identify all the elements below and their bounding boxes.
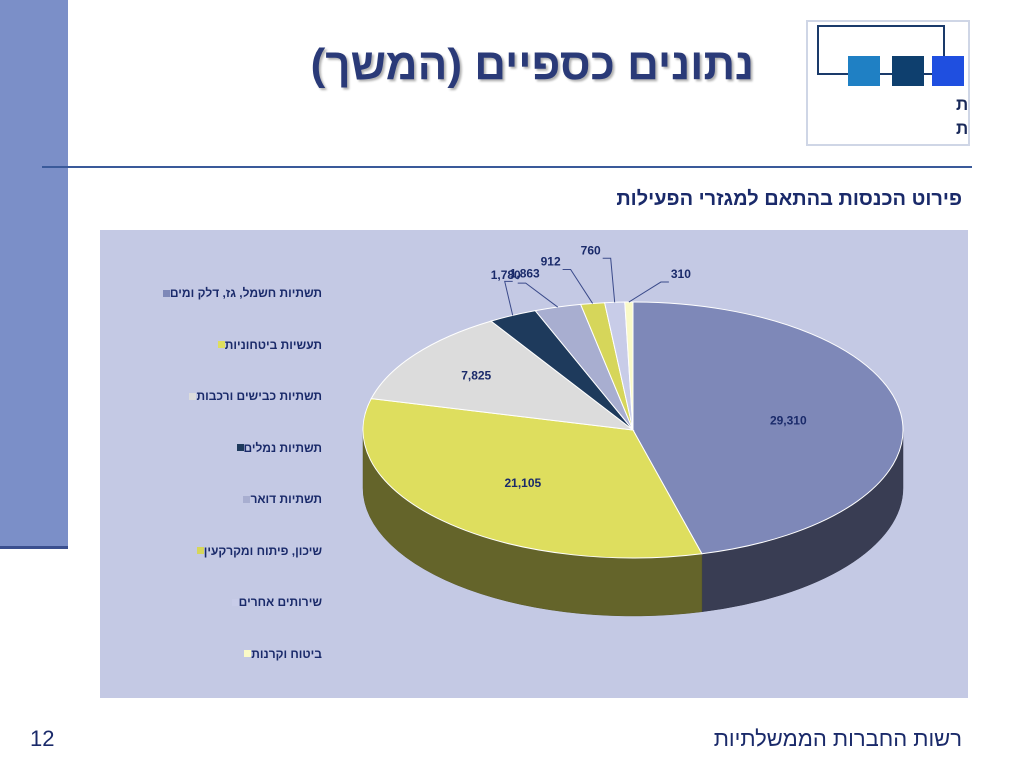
organization-logo: רשות החברות הממשלתיות — [806, 20, 970, 146]
logo-text-line2: הממשלתיות — [956, 119, 970, 138]
left-band-underline — [0, 546, 68, 549]
data-label-3: 7,825 — [461, 369, 491, 383]
data-label-4: 1,863 — [510, 266, 540, 280]
title-divider — [42, 166, 972, 168]
leader-line-8 — [628, 281, 669, 303]
legend-swatch-2 — [217, 341, 225, 348]
page-number: 12 — [30, 726, 55, 751]
legend-swatch-1 — [162, 289, 170, 297]
data-label-7: 760 — [581, 243, 601, 257]
legend-item-2: תעשיות ביטחוניות — [212, 338, 322, 352]
legend-swatch-4 — [236, 444, 244, 451]
logo-frame — [817, 25, 945, 75]
legend-label-4: תשתיות נמלים — [243, 440, 323, 455]
legend-swatch-8 — [244, 650, 252, 657]
chart-subtitle: פירוט הכנסות בהתאם למגזרי הפעילות — [616, 188, 962, 210]
legend-item-4: תשתיות נמלים — [231, 440, 323, 455]
legend-item-5: תשתיות דואר — [237, 492, 322, 506]
legend-item-1: תשתיות חשמל, גז, דלק ומים — [157, 286, 322, 300]
slide-title: נתונים כספיים (המשך) — [310, 40, 754, 89]
legend-label-7: שירותים אחרים — [238, 595, 322, 609]
legend-item-6: שיכון, פיתוח ומקרקעין — [191, 544, 322, 558]
legend-item-3: תשתיות כבישים ורכבות — [183, 389, 322, 403]
legend-swatch-3 — [189, 392, 197, 400]
legend-swatch-6 — [196, 547, 204, 554]
legend-label-3: תשתיות כבישים ורכבות — [196, 389, 322, 403]
logo-square-3 — [932, 56, 964, 86]
logo-square-1 — [848, 56, 880, 86]
data-label-8: 310 — [671, 267, 691, 281]
legend-label-1: תשתיות חשמל, גז, דלק ומים — [169, 286, 322, 300]
leader-line-4 — [504, 280, 514, 316]
chart-panel: 29,310 21,105 7,825 1,863 1,780 912 760 310 תשת… — [100, 230, 968, 698]
legend-label-2: תעשיות ביטחוניות — [224, 337, 322, 352]
leader-line-6 — [562, 268, 594, 304]
legend-swatch-7 — [231, 598, 239, 606]
legend-item-8: ביטוח וקרנות — [238, 647, 322, 661]
logo-square-2 — [892, 56, 924, 86]
left-decorative-band — [0, 0, 68, 548]
pie-slice-1 — [632, 301, 904, 555]
data-label-6: 912 — [541, 254, 561, 268]
data-label-2: 21,105 — [504, 476, 541, 490]
legend-label-6: שיכון, פיתוח ומקרקעין — [203, 543, 322, 558]
leader-line-7 — [602, 257, 616, 303]
footer-organization-name: רשות החברות הממשלתיות — [713, 726, 962, 751]
pie-slice-2 — [362, 398, 703, 559]
data-label-1: 29,310 — [770, 413, 807, 427]
logo-text-line1: רשות החברות — [956, 95, 970, 114]
legend-label-8: ביטוח וקרנות — [251, 646, 322, 661]
legend-item-7: שירותים אחרים — [226, 595, 322, 609]
leader-line-5 — [517, 282, 559, 308]
data-label-5: 1,780 — [491, 268, 521, 282]
legend-swatch-5 — [243, 495, 251, 503]
pie-slice-3 — [370, 320, 635, 431]
legend-label-5: תשתיות דואר — [250, 492, 322, 506]
